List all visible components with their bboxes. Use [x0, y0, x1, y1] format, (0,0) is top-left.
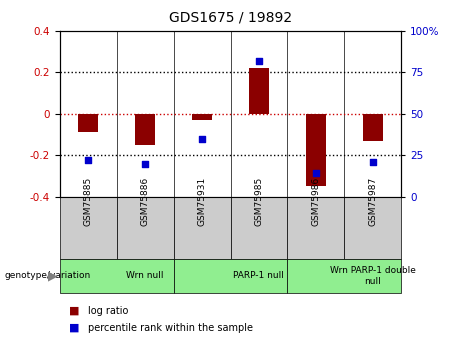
Bar: [249, 68, 269, 114]
Text: GDS1675 / 19892: GDS1675 / 19892: [169, 10, 292, 24]
Text: Wrn null: Wrn null: [126, 272, 164, 280]
Text: GSM75931: GSM75931: [198, 177, 207, 226]
Bar: [192, 114, 212, 120]
Text: ■: ■: [69, 306, 80, 315]
Bar: [135, 114, 155, 145]
Text: PARP-1 null: PARP-1 null: [233, 272, 284, 280]
Bar: [60, 197, 117, 259]
Bar: [78, 114, 98, 132]
Bar: [174, 197, 230, 259]
Text: log ratio: log ratio: [88, 306, 128, 315]
Bar: [287, 197, 344, 259]
Text: ▶: ▶: [48, 269, 58, 283]
Text: GSM75886: GSM75886: [141, 177, 150, 226]
Text: ■: ■: [69, 323, 80, 333]
Text: percentile rank within the sample: percentile rank within the sample: [88, 323, 253, 333]
Point: [142, 161, 149, 166]
Text: GSM75985: GSM75985: [254, 177, 263, 226]
Bar: [363, 114, 383, 141]
Bar: [60, 259, 174, 293]
Bar: [230, 197, 287, 259]
Point: [369, 159, 376, 165]
Text: Wrn PARP-1 double
null: Wrn PARP-1 double null: [330, 266, 415, 286]
Point: [85, 157, 92, 163]
Text: GSM75986: GSM75986: [311, 177, 320, 226]
Bar: [344, 197, 401, 259]
Text: GSM75885: GSM75885: [84, 177, 93, 226]
Text: genotype/variation: genotype/variation: [5, 272, 91, 280]
Bar: [287, 259, 401, 293]
Point: [255, 58, 263, 63]
Bar: [117, 197, 174, 259]
Text: GSM75987: GSM75987: [368, 177, 377, 226]
Bar: [174, 259, 287, 293]
Point: [198, 136, 206, 141]
Point: [312, 171, 319, 176]
Bar: [306, 114, 326, 186]
